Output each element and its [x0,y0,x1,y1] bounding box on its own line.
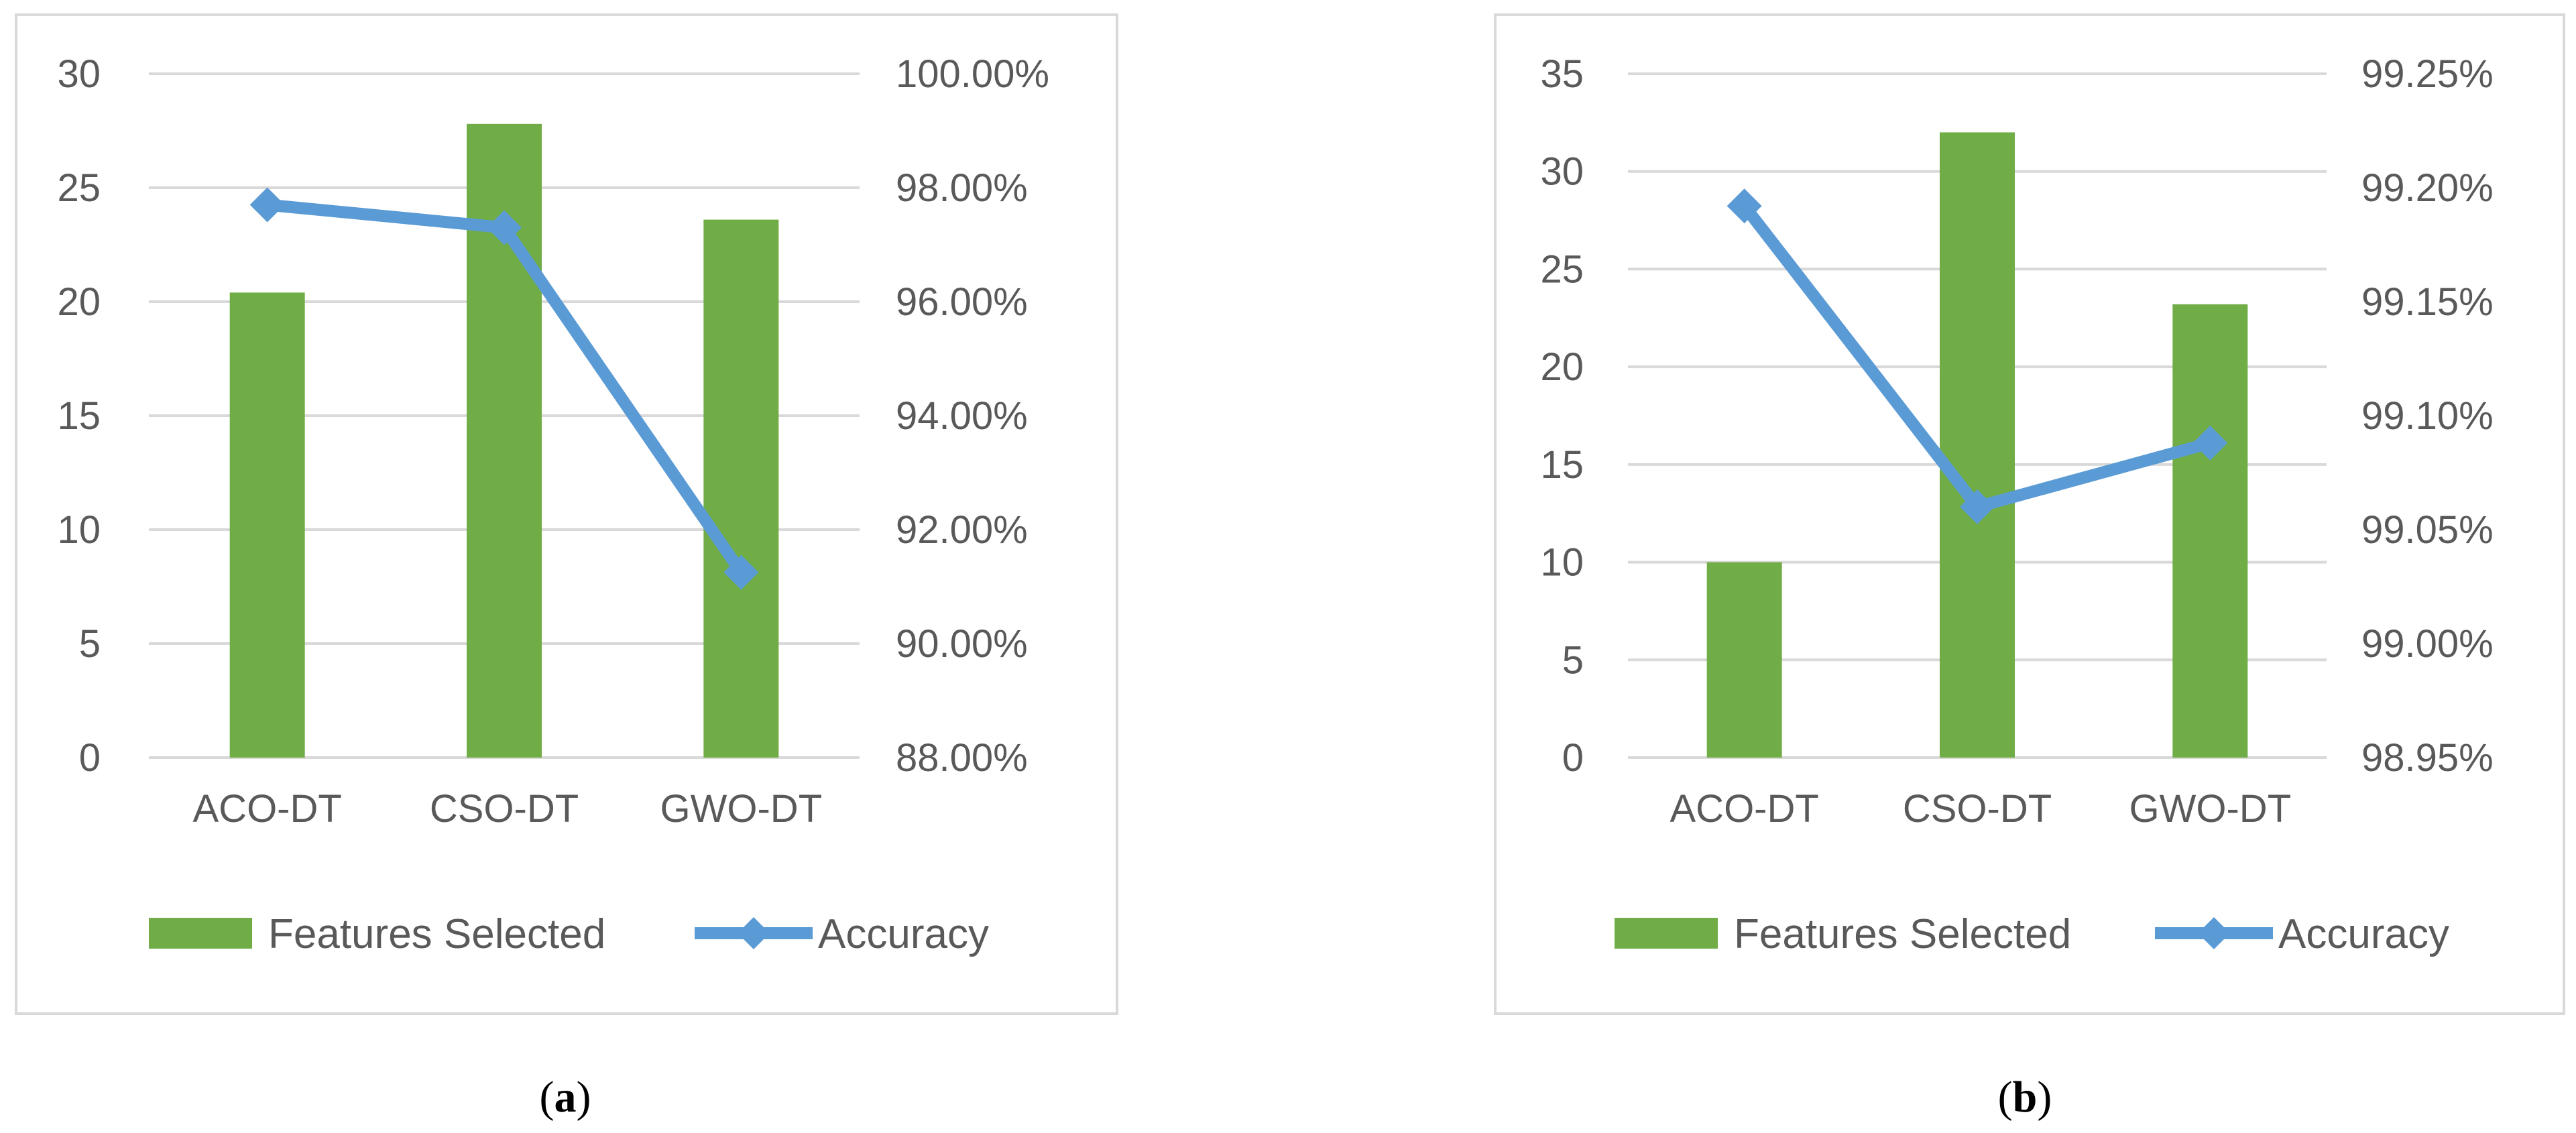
bar-features-selected [703,219,779,758]
legend-bar-swatch [149,918,252,949]
chart-a-left-ticks: 0 5 10 15 20 25 30 [57,52,101,780]
chart-a: 0 5 10 15 20 25 30 88.00% 90.00% 92.00% 94.00% 96.… [15,13,1118,1122]
legend-bar-label: Features Selected [1734,911,2071,957]
accuracy-point-marker [723,554,759,590]
category-label: ACO-DT [1670,787,1819,831]
right-axis-tick-label: 88.00% [896,736,1028,780]
accuracy-point-marker [1726,188,1762,224]
left-axis-tick-label: 30 [57,52,101,96]
right-axis-tick-label: 99.15% [2361,280,2494,324]
left-axis-tick-label: 15 [1540,443,1584,487]
left-axis-tick-label: 20 [1540,345,1584,389]
right-axis-tick-label: 96.00% [896,280,1028,324]
bar-features-selected [1706,562,1782,758]
right-axis-tick-label: 99.05% [2361,508,2494,552]
accuracy-point-marker [249,187,285,223]
chart-a-legend: Features Selected Accuracy [149,911,989,957]
left-axis-tick-label: 5 [79,622,101,666]
chart-b-line [1726,188,2228,524]
category-label: GWO-DT [2129,787,2292,831]
right-axis-tick-label: 90.00% [896,622,1028,666]
bar-features-selected [229,292,305,758]
right-axis-tick-label: 98.00% [896,166,1028,210]
category-label: CSO-DT [430,787,579,831]
caption-a: (a) [540,1073,591,1122]
left-axis-tick-label: 15 [57,394,101,438]
left-axis-tick-label: 35 [1540,52,1584,96]
chart-a-line [249,187,759,590]
left-axis-tick-label: 25 [57,166,101,210]
accuracy-point-marker [2192,425,2228,461]
category-label: CSO-DT [1903,787,2052,831]
chart-b-frame [1494,13,2565,1015]
category-label: ACO-DT [193,787,342,831]
chart-a-right-ticks: 88.00% 90.00% 92.00% 94.00% 96.00% 98.00% 100.… [896,52,1049,780]
legend-bar-label: Features Selected [268,911,605,957]
legend-line-label: Accuracy [818,911,989,957]
chart-b-bars [1706,132,2248,758]
bar-features-selected [1940,132,2015,758]
accuracy-point-marker [1960,489,1995,524]
bar-features-selected [2172,304,2248,758]
chart-a-category-labels: ACO-DT CSO-DT GWO-DT [193,787,823,831]
category-label: GWO-DT [660,787,823,831]
legend-diamond-marker [738,917,770,949]
chart-b-left-ticks: 0 5 10 15 20 25 30 35 [1540,52,1584,780]
right-axis-tick-label: 99.25% [2361,52,2494,96]
right-axis-tick-label: 100.00% [896,52,1049,96]
legend-diamond-marker [2198,917,2230,949]
left-axis-tick-label: 10 [57,508,101,552]
right-axis-tick-label: 94.00% [896,394,1028,438]
chart-a-frame [15,13,1118,1015]
chart-a-bars [229,123,779,758]
left-axis-tick-label: 20 [57,280,101,324]
left-axis-tick-label: 10 [1540,541,1584,585]
chart-b-legend: Features Selected Accuracy [1615,911,2449,957]
chart-b-category-labels: ACO-DT CSO-DT GWO-DT [1670,787,2292,831]
caption-b: (b) [1998,1073,2052,1122]
right-axis-tick-label: 99.20% [2361,166,2494,210]
right-axis-tick-label: 99.00% [2361,622,2494,666]
left-axis-tick-label: 25 [1540,247,1584,291]
caption-b-letter: b [2013,1073,2038,1122]
left-axis-tick-label: 30 [1540,150,1584,194]
legend-bar-swatch [1615,918,1718,949]
legend-line-label: Accuracy [2278,911,2449,957]
left-axis-tick-label: 5 [1562,638,1584,682]
left-axis-tick-label: 0 [1562,736,1584,780]
right-axis-tick-label: 92.00% [896,508,1028,552]
accuracy-point-marker [487,210,522,245]
right-axis-tick-label: 98.95% [2361,736,2494,780]
left-axis-tick-label: 0 [79,736,101,780]
chart-b-right-ticks: 98.95% 99.00% 99.05% 99.10% 99.15% 99.20% 99.2… [2361,52,2494,780]
right-axis-tick-label: 99.10% [2361,394,2494,438]
caption-a-letter: a [554,1073,577,1122]
